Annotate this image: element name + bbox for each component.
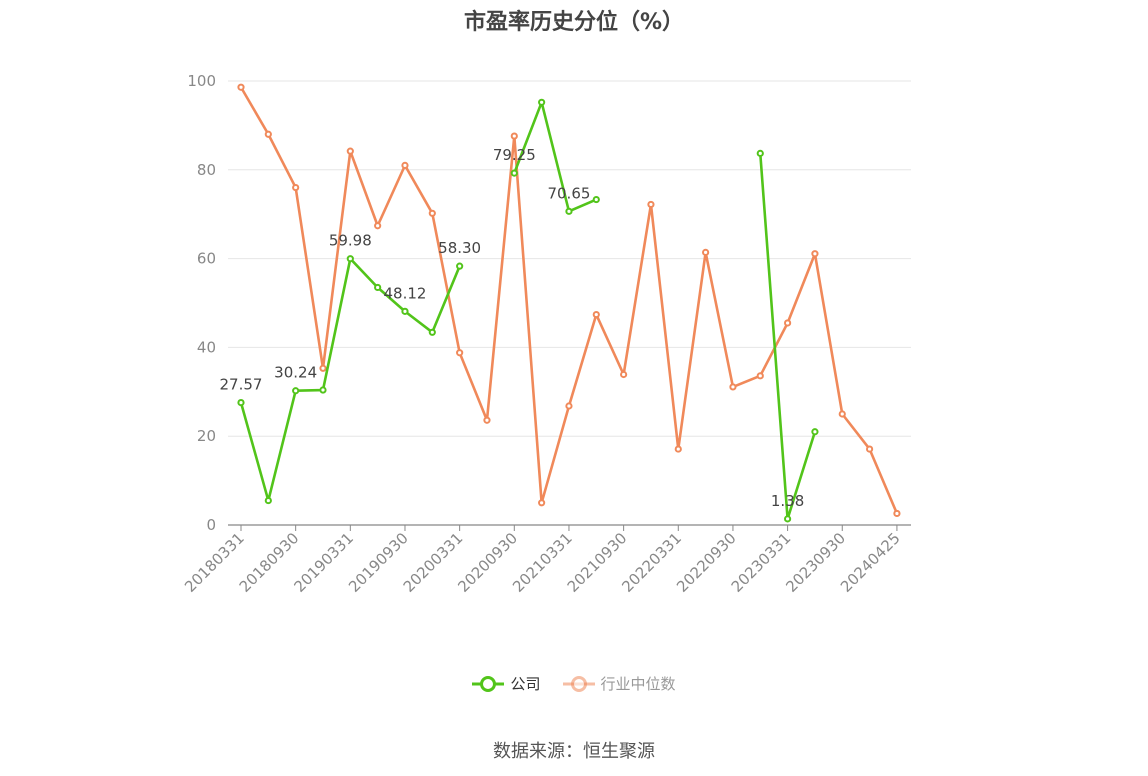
data-label: 70.65 [547, 184, 590, 202]
data-point [538, 98, 546, 106]
data-label: 1.38 [771, 492, 804, 510]
data-point [865, 445, 874, 453]
legend: 公司 行业中位数 [0, 673, 1148, 694]
data-source: 数据来源：恒生聚源 [493, 741, 655, 762]
data-point [401, 307, 409, 315]
data-point [729, 383, 737, 391]
data-point [784, 515, 792, 523]
data-label: 79.25 [493, 146, 536, 164]
y-tick-label: 40 [197, 338, 216, 356]
legend-label-industry-median: 行业中位数 [600, 675, 676, 693]
data-point [756, 372, 764, 380]
series-line [758, 153, 817, 521]
data-point [893, 509, 901, 518]
series-layer [237, 83, 901, 523]
x-tick-label: 20240425 [837, 529, 904, 596]
data-point [319, 364, 327, 372]
data-label: 48.12 [384, 284, 427, 302]
data-point [483, 416, 491, 424]
y-tick-label: 20 [197, 427, 216, 445]
data-point [811, 250, 819, 258]
data-point [292, 387, 300, 395]
y-tick-label: 0 [206, 516, 216, 534]
axes: 0204060801002018033120180930201903312019… [181, 72, 911, 596]
data-point [510, 169, 518, 177]
data-point [428, 328, 436, 336]
data-point [647, 200, 655, 209]
data-point [456, 349, 464, 357]
data-label: 58.30 [438, 239, 481, 257]
data-label: 27.57 [220, 376, 263, 394]
chart-title: 市盈率历史分位（%） [463, 10, 685, 35]
data-point [264, 130, 272, 138]
y-tick-label: 100 [187, 72, 216, 90]
data-label: 59.98 [329, 232, 372, 250]
data-point [292, 183, 300, 192]
data-point [592, 195, 600, 204]
data-point [237, 398, 245, 407]
data-point [592, 310, 600, 319]
data-point [428, 209, 436, 217]
data-point [538, 499, 546, 507]
line-chart: 0204060801002018033120180930201903312019… [181, 72, 911, 596]
legend-item-company[interactable]: 公司 [472, 673, 541, 694]
legend-swatch-company-icon [472, 675, 505, 692]
legend-swatch-industry-icon [562, 675, 595, 692]
y-tick-label: 80 [197, 161, 216, 179]
series-company [237, 98, 819, 523]
data-point [811, 428, 819, 436]
data-point [346, 255, 354, 263]
y-tick-label: 60 [197, 250, 216, 268]
data-point [346, 147, 354, 155]
data-point [374, 283, 382, 292]
data-point [702, 248, 710, 256]
series-line [513, 101, 597, 213]
data-point [838, 410, 846, 418]
data-point [565, 402, 573, 410]
data-labels: 27.57 30.24 59.98 48.12 58.30 79.25 70.65 1.38 [220, 146, 805, 510]
legend-item-industry-median[interactable]: 行业中位数 [562, 673, 676, 694]
series-industry-median [237, 83, 901, 518]
data-point [401, 161, 409, 169]
data-point [674, 445, 682, 453]
data-point [264, 496, 272, 505]
data-point [565, 207, 573, 215]
data-point [510, 132, 518, 140]
grid-lines [228, 80, 911, 437]
data-label: 30.24 [274, 364, 317, 382]
data-point [756, 149, 764, 157]
data-point [456, 262, 464, 270]
legend-label-company: 公司 [510, 675, 541, 693]
data-point [237, 83, 245, 91]
data-point [620, 370, 628, 379]
data-point [319, 386, 327, 394]
series-line [239, 86, 899, 514]
data-point [784, 319, 792, 327]
data-point [374, 222, 382, 230]
